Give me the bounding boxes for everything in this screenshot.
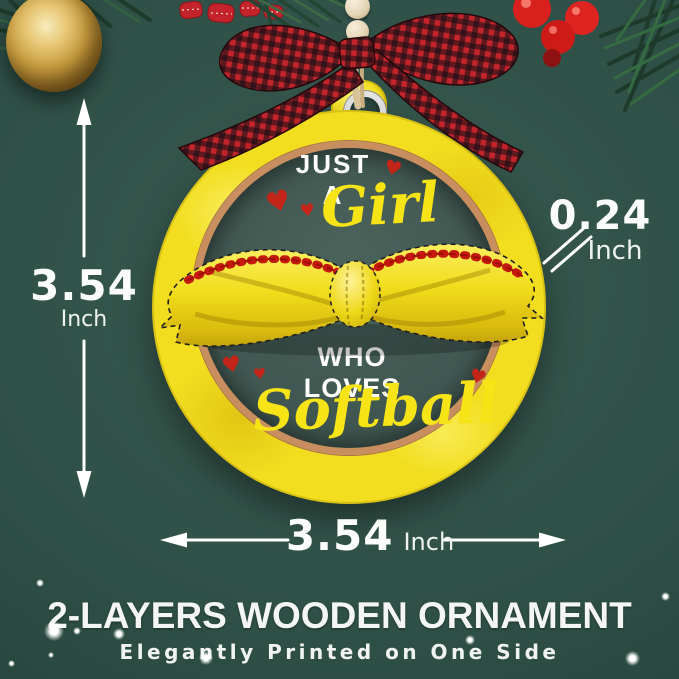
thickness-unit-label: Inch: [575, 238, 655, 264]
height-value: 3.54: [30, 261, 138, 310]
sparkle-dot: [661, 592, 670, 601]
sparkle-dot: [465, 635, 475, 645]
pine-branch-top-right: [513, 0, 679, 112]
wood-bead: [345, 0, 370, 19]
height-unit: Inch: [60, 307, 108, 332]
sparkle-dot: [36, 579, 44, 587]
ornament-line1: JUST A: [283, 149, 383, 211]
thickness-unit: Inch: [587, 236, 643, 266]
sparkle-dot: [199, 651, 213, 665]
ornament-line3-text: WHO LOVES: [303, 342, 401, 403]
ornament-line1-text: JUST A: [295, 149, 371, 210]
width-unit: Inch: [403, 528, 455, 556]
sparkle-dot: [73, 627, 81, 635]
sparkle-dot: [44, 621, 64, 641]
footer-subtitle-text: Elegantly Printed on One Side: [119, 640, 560, 664]
ornament-line3: WHO LOVES: [272, 342, 432, 404]
plaid-ribbon-bow: [177, 12, 525, 173]
gold-bauble: [6, 0, 102, 92]
width-dimension-label: 3.54 Inch: [280, 515, 460, 557]
footer-title: 2-LAYERS WOODEN ORNAMENT: [0, 597, 679, 634]
sparkle-dot: [113, 628, 125, 640]
width-value: 3.54: [285, 511, 394, 560]
height-dimension-label: 3.54 Inch: [29, 265, 139, 331]
sparkle-dot: [8, 660, 15, 667]
thickness-value: 0.24: [548, 193, 652, 239]
thickness-dimension-label: 0.24: [548, 196, 652, 236]
bow-knot: [329, 260, 381, 328]
holly-berries: [513, 0, 599, 67]
sparkle-dot: [48, 652, 54, 658]
footer-subtitle: Elegantly Printed on One Side: [0, 642, 679, 663]
softball-bow: [157, 243, 545, 356]
footer-title-text: 2-LAYERS WOODEN ORNAMENT: [47, 595, 632, 636]
sparkle-dot: [625, 651, 640, 666]
